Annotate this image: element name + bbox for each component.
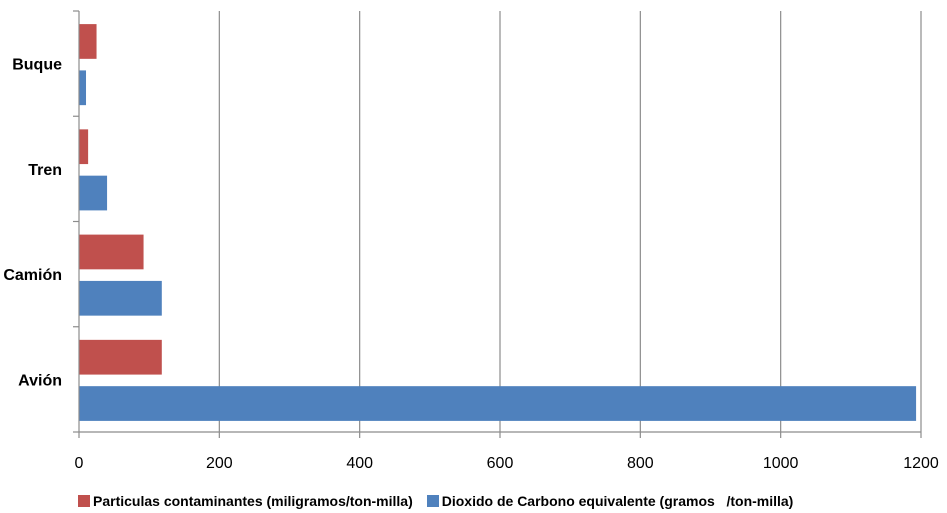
x-tick-label-1200: 1200 bbox=[903, 455, 939, 472]
bar-avion-series-2 bbox=[79, 386, 917, 421]
x-tick-label-400: 400 bbox=[346, 455, 373, 472]
category-label-buque: Buque bbox=[12, 57, 62, 74]
bar-avion-series-1 bbox=[79, 339, 162, 375]
bar-buque-series-2 bbox=[79, 70, 87, 106]
category-label-camion: Camión bbox=[3, 267, 62, 284]
category-label-avion: Avión bbox=[18, 372, 62, 389]
legend-item-particulas: Particulas contaminantes (miligramos/ton… bbox=[78, 493, 413, 509]
legend-label-particulas: Particulas contaminantes (miligramos/ton… bbox=[93, 493, 413, 509]
legend: Particulas contaminantes (miligramos/ton… bbox=[78, 493, 807, 509]
x-tick-label-200: 200 bbox=[206, 455, 233, 472]
category-label-tren: Tren bbox=[28, 162, 62, 179]
bar-buque-series-1 bbox=[79, 24, 97, 59]
bar-camion-series-1 bbox=[79, 234, 144, 270]
x-tick-label-0: 0 bbox=[75, 455, 84, 472]
x-tick-label-600: 600 bbox=[487, 455, 514, 472]
legend-swatch-particulas bbox=[78, 495, 90, 507]
legend-label-dioxido: Dioxido de Carbono equivalente (gramos /… bbox=[441, 493, 794, 509]
legend-swatch-dioxido bbox=[426, 495, 439, 507]
bar-tren-series-2 bbox=[79, 175, 108, 211]
x-tick-label-1000: 1000 bbox=[763, 455, 799, 472]
bar-camion-series-2 bbox=[79, 280, 162, 316]
x-tick-label-800: 800 bbox=[627, 455, 654, 472]
legend-item-dioxido: Dioxido de Carbono equivalente (gramos /… bbox=[426, 493, 794, 509]
bar-tren-series-1 bbox=[79, 129, 89, 165]
